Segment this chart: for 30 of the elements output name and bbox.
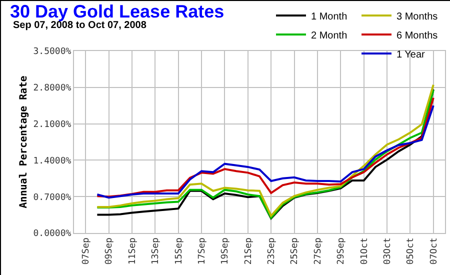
legend-label: 3 Months (396, 11, 438, 22)
legend-label: 2 Month (311, 30, 348, 42)
chart-title: 30 Day Gold Lease Rates (10, 2, 224, 22)
x-tick-label: 15Sep (174, 238, 184, 265)
x-tick-label: 09Sep (104, 238, 115, 265)
legend-label: 6 Months (396, 30, 438, 42)
chart-subtitle: Sep 07, 2008 to Oct 07, 2008 (13, 20, 147, 31)
legend-label: 1 Month (311, 11, 348, 22)
x-tick-label: 13Sep (151, 238, 162, 265)
x-tick-label: 17Sep (197, 238, 208, 265)
x-tick-label: 03Oct (382, 238, 393, 265)
y-tick-label: 3.5000% (33, 47, 72, 58)
x-tick-label: 29Sep (336, 238, 347, 265)
x-tick-label: 11Sep (128, 238, 138, 265)
y-tick-label: 2.1000% (33, 120, 72, 130)
x-tick-label: 07Oct (429, 238, 440, 265)
x-tick-label: 23Sep (267, 238, 278, 265)
x-tick-label: 19Sep (220, 238, 231, 265)
y-axis-title: Annual Percentage Rate (18, 76, 30, 208)
y-tick-label: 0.7000% (33, 192, 72, 203)
x-tick-label: 21Sep (244, 238, 254, 265)
y-tick-label: 2.8000% (33, 84, 72, 94)
y-tick-label: 0.0000% (33, 229, 72, 240)
x-tick-label: 25Sep (290, 238, 300, 265)
x-tick-label: 07Sep (82, 238, 92, 265)
x-tick-label: 05Oct (406, 238, 416, 265)
x-tick-label: 01Oct (360, 238, 370, 265)
legend-label: 1 Year (396, 49, 426, 60)
y-tick-label: 1.4000% (33, 156, 72, 166)
x-tick-label: 27Sep (313, 238, 324, 265)
